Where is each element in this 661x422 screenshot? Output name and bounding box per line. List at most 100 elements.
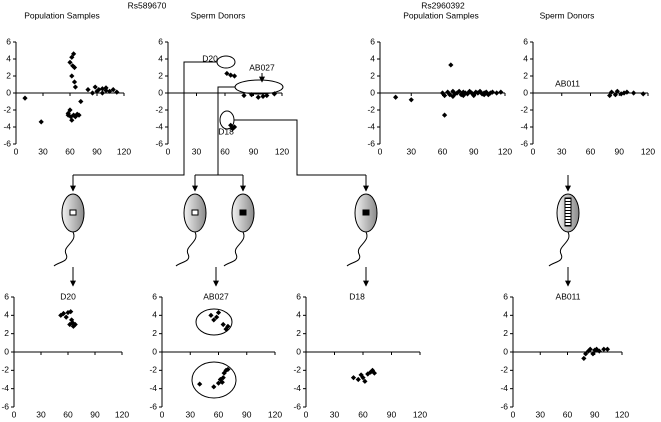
data-point: [215, 380, 222, 386]
x-tick-label: 120: [498, 146, 512, 156]
data-point: [74, 111, 80, 117]
y-tick-label: 4: [152, 310, 157, 320]
data-point: [264, 92, 270, 99]
data-point: [72, 321, 78, 328]
data-point: [590, 351, 596, 357]
data-point: [624, 89, 630, 95]
y-tick-label: 0: [370, 87, 375, 97]
y-tick-label: 0: [296, 346, 301, 356]
panel-title: AB011: [556, 291, 581, 301]
y-tick-label: 2: [523, 70, 528, 80]
data-point: [581, 355, 587, 362]
y-tick-label: 2: [6, 70, 11, 80]
data-point: [63, 314, 69, 320]
data-point: [498, 89, 504, 95]
data-point: [89, 90, 96, 96]
y-tick-label: -6: [520, 138, 528, 148]
data-point: [462, 90, 469, 96]
y-tick-label: 6: [523, 36, 528, 46]
data-point: [215, 309, 222, 316]
y-tick-label: -2: [500, 365, 508, 375]
data-point: [608, 89, 615, 95]
data-point: [68, 309, 74, 315]
y-tick-label: -6: [149, 401, 157, 411]
data-point: [612, 92, 619, 98]
x-tick-label: 120: [641, 146, 655, 156]
data-point: [71, 51, 77, 57]
y-tick-label: 6: [4, 291, 9, 301]
x-tick-label: 60: [586, 146, 596, 156]
y-tick-label: 0: [4, 346, 9, 356]
data-point: [224, 70, 230, 77]
x-tick-label: 90: [90, 409, 100, 419]
x-tick-label: 60: [214, 409, 224, 419]
data-point: [65, 309, 71, 316]
x-tick-label: 30: [330, 409, 340, 419]
data-point: [94, 88, 100, 94]
group-label: Rs2960392: [421, 0, 465, 10]
data-point: [471, 92, 477, 99]
data-point: [211, 317, 217, 323]
y-tick-label: 2: [4, 328, 9, 338]
x-tick-label: 120: [413, 409, 427, 419]
data-point: [596, 348, 602, 354]
panel-title: D20: [60, 291, 76, 301]
data-point: [72, 84, 78, 90]
x-tick-label: 120: [275, 146, 289, 156]
x-tick-label: 120: [115, 409, 129, 419]
data-point: [249, 92, 255, 98]
y-tick-label: -6: [367, 138, 375, 148]
data-point: [110, 87, 116, 93]
data-point: [447, 92, 453, 98]
x-tick-label: 60: [63, 409, 73, 419]
data-point: [220, 321, 226, 328]
data-point: [604, 346, 611, 352]
x-tick-label: 90: [387, 409, 397, 419]
data-point: [78, 98, 84, 105]
y-tick-label: -2: [367, 104, 375, 114]
data-point: [469, 90, 475, 96]
data-point: [450, 88, 456, 94]
y-tick-label: 0: [6, 87, 11, 97]
x-tick-label: 60: [220, 146, 230, 156]
data-point: [99, 90, 105, 96]
data-point: [228, 122, 234, 128]
data-point: [99, 86, 105, 92]
data-point: [640, 91, 646, 97]
y-tick-label: 4: [4, 310, 9, 320]
y-tick-label: 4: [523, 53, 528, 63]
data-point: [456, 88, 462, 94]
annotation: D18: [218, 126, 234, 136]
data-point: [197, 381, 203, 387]
y-tick-label: 6: [158, 36, 163, 46]
sperm-cell: [223, 193, 255, 267]
data-point: [69, 320, 76, 326]
y-tick-label: -4: [149, 383, 157, 393]
data-point: [228, 72, 234, 78]
data-point: [67, 321, 73, 328]
data-point: [607, 92, 613, 99]
panel-title: D18: [349, 291, 365, 301]
data-point: [65, 112, 71, 118]
data-point: [583, 351, 589, 357]
x-tick-label: 120: [117, 146, 131, 156]
data-point: [67, 107, 73, 113]
x-tick-label: 90: [590, 409, 600, 419]
data-point: [107, 88, 113, 94]
x-tick-label: 120: [615, 409, 629, 419]
x-tick-label: 30: [186, 409, 196, 419]
data-point: [448, 62, 454, 68]
data-point: [208, 312, 214, 318]
data-point: [441, 92, 448, 99]
y-tick-label: -4: [3, 121, 11, 131]
x-tick-label: 0: [166, 146, 171, 156]
x-tick-label: 60: [438, 146, 448, 156]
data-point: [67, 59, 73, 65]
y-tick-label: 6: [296, 291, 301, 301]
